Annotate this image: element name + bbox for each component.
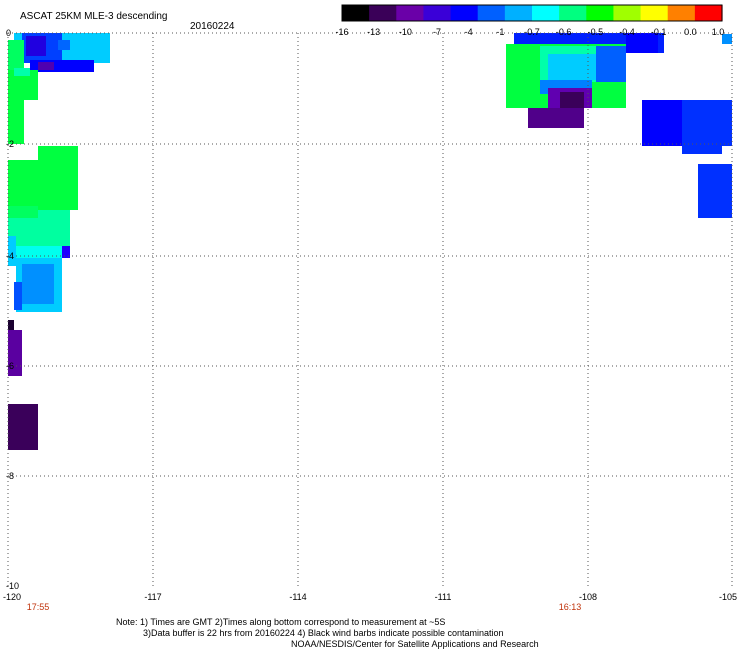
map-title: ASCAT 25KM MLE-3 descending: [20, 11, 168, 22]
y-tick-label: -8: [6, 471, 15, 481]
colorbar-swatch: [694, 5, 723, 21]
colorbar-label: -10: [398, 27, 412, 37]
data-cell: [14, 282, 22, 310]
colorbar-swatch: [342, 5, 370, 21]
data-cell: [38, 62, 54, 70]
data-cell: [62, 246, 70, 258]
y-tick-label: -4: [6, 251, 15, 261]
colorbar-swatch: [586, 5, 615, 21]
colorbar-swatch: [532, 5, 560, 21]
x-tick-label: -114: [289, 592, 307, 602]
data-cell: [8, 330, 22, 376]
data-cell: [14, 68, 30, 76]
colorbar-swatch: [477, 5, 506, 21]
data-cell: [626, 33, 658, 53]
data-cell: [548, 54, 596, 80]
note-line-3: NOAA/NESDIS/Center for Satellite Applica…: [291, 639, 539, 649]
data-cell: [8, 160, 78, 210]
data-cell: [698, 164, 732, 218]
time-label-left: 17:55: [26, 602, 50, 612]
y-tick-label: -6: [6, 361, 15, 371]
data-cell: [8, 404, 38, 450]
x-tick-label: -105: [718, 592, 738, 602]
data-cell: [596, 46, 626, 82]
time-label-right: 16:13: [558, 602, 582, 612]
data-cell: [722, 34, 732, 44]
x-tick-label: -120: [2, 592, 22, 602]
data-cell: [682, 144, 722, 154]
colorbar-swatch: [369, 5, 397, 21]
colorbar-label: -16: [335, 27, 349, 37]
x-tick-label: -117: [144, 592, 162, 602]
colorbar-swatch: [667, 5, 696, 21]
data-cell: [642, 100, 682, 146]
note-line-2: 3)Data buffer is 22 hrs from 20160224 4)…: [143, 628, 504, 638]
colorbar-label: -0.4: [619, 27, 635, 37]
colorbar-label: -13: [367, 27, 381, 37]
gridlines: [7, 32, 733, 588]
data-cell: [26, 36, 46, 56]
x-tick-label: -108: [578, 592, 598, 602]
data-cell: [58, 40, 70, 50]
colorbar-label: -7: [432, 27, 442, 37]
data-cell: [22, 264, 54, 304]
data-cell: [560, 92, 584, 108]
colorbar-swatch: [423, 5, 452, 21]
colorbar-label: -0.7: [524, 27, 540, 37]
colorbar-label: 1.0: [711, 27, 725, 37]
data-cell: [8, 236, 16, 266]
colorbar-border: [341, 4, 723, 22]
x-tick-label: -111: [434, 592, 452, 602]
data-cell: [682, 100, 732, 146]
colorbar-swatch: [559, 5, 587, 21]
colorbar-label: -1: [496, 27, 505, 37]
colorbar-label: -0.6: [555, 27, 572, 37]
note-line-1: Note: 1) Times are GMT 2)Times along bot…: [116, 617, 446, 627]
y-tick-label: -10: [6, 581, 20, 591]
y-tick-label: -2: [6, 139, 15, 149]
colorbar-swatch: [613, 5, 642, 21]
data-cell: [8, 320, 14, 330]
colorbar-label: -0.1: [650, 27, 667, 37]
colorbar-swatch: [640, 5, 669, 21]
data-cell: [8, 100, 24, 144]
data-cell: [8, 206, 38, 218]
y-tick-label: 0: [6, 28, 12, 38]
map-date: 20160224: [190, 21, 235, 32]
colorbar-swatch: [504, 5, 533, 21]
colorbar: [341, 4, 723, 22]
colorbar-swatch: [450, 5, 479, 21]
data-swaths: [8, 33, 732, 450]
data-cell: [16, 246, 62, 258]
colorbar-label: 0.0: [684, 27, 697, 37]
colorbar-label: -4: [464, 27, 473, 37]
colorbar-label: -0.5: [587, 27, 604, 37]
data-cell: [8, 40, 24, 70]
data-cell: [528, 108, 584, 128]
colorbar-swatch: [396, 5, 425, 21]
